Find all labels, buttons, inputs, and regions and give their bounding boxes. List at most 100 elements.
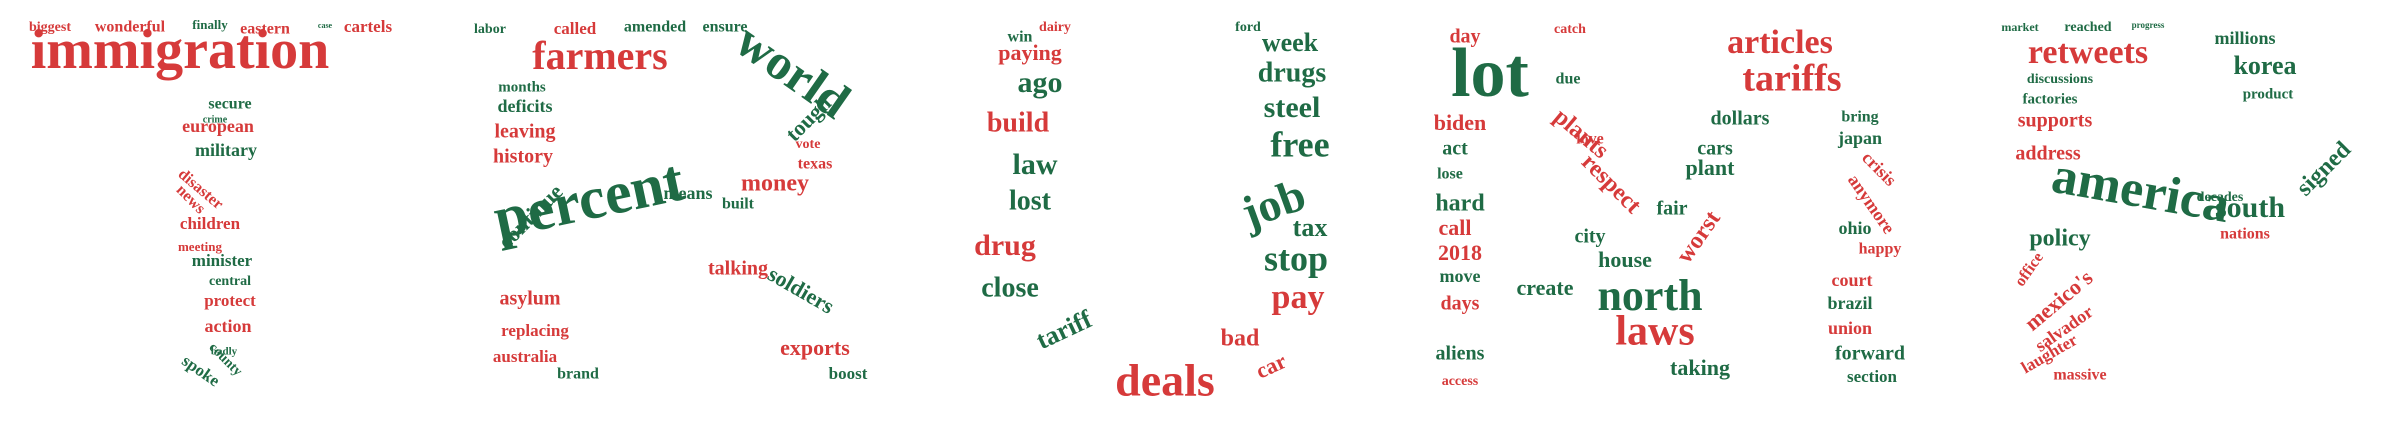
cloud-word: bad <box>1221 326 1260 352</box>
cloud-word: aliens <box>1436 343 1485 365</box>
cloud-word: japan <box>1837 128 1882 148</box>
cloud-word: biden <box>1434 110 1487 135</box>
cloud-word: access <box>1442 374 1479 389</box>
cloud-word: court <box>1832 270 1873 290</box>
cloud-word: ensure <box>702 19 747 36</box>
cloud-word: city <box>1574 226 1605 248</box>
cloud-word: house <box>1598 247 1652 272</box>
cloud-word: fair <box>1656 198 1687 220</box>
cloud-word: deals <box>1115 355 1215 406</box>
cloud-word: ago <box>1018 66 1063 99</box>
cloud-word: day <box>1449 26 1480 48</box>
cloud-word: nations <box>2220 226 2270 243</box>
cloud-word: drugs <box>1258 57 1327 88</box>
cloud-word: discussions <box>2027 72 2094 87</box>
cloud-word: week <box>1262 28 1319 57</box>
cloud-word: farmers <box>532 33 667 78</box>
cloud-word: talking <box>708 258 768 280</box>
cloud-word: boost <box>829 364 868 383</box>
cloud-word: create <box>1517 275 1574 300</box>
cloud-word: brand <box>557 366 599 383</box>
cloud-word: tax <box>1293 213 1328 242</box>
cloud-word: product <box>2243 86 2294 102</box>
cloud-word: build <box>987 107 1050 138</box>
cloud-word: laws <box>1615 309 1694 355</box>
cloud-word: ohio <box>1838 218 1871 238</box>
cloud-word: central <box>209 274 251 289</box>
cloud-word: world <box>726 12 861 130</box>
cloud-word: built <box>722 196 755 213</box>
cloud-word: happy <box>1859 241 1902 258</box>
cloud-word: office <box>2012 249 2047 289</box>
cloud-word: months <box>498 79 546 95</box>
cloud-word: plant <box>1686 155 1736 180</box>
cloud-word: lose <box>1437 166 1463 183</box>
cloud-word: signed <box>2292 136 2357 201</box>
cloud-word: money <box>741 171 809 197</box>
cloud-word: articles <box>1727 24 1833 61</box>
cloud-word: supports <box>2018 110 2093 132</box>
cloud-word: called <box>554 19 597 38</box>
cloud-word: replacing <box>501 321 569 340</box>
cloud-word: steel <box>1264 91 1321 124</box>
cloud-word: win <box>1008 29 1033 46</box>
cloud-word: amended <box>624 19 686 36</box>
cloud-word: meeting <box>178 239 223 254</box>
cloud-word: decades <box>2197 190 2244 205</box>
cloud-word: factories <box>2023 91 2078 107</box>
cloud-word: european <box>182 116 254 136</box>
cloud-word: biggest <box>29 20 71 35</box>
cloud-word: minister <box>192 251 253 270</box>
cloud-word: means <box>664 183 713 203</box>
cloud-word: respect <box>1576 149 1646 219</box>
cloud-word: ford <box>1235 20 1261 35</box>
cloud-word: retweets <box>2028 34 2148 71</box>
cloud-word: case <box>318 21 333 30</box>
cloud-word: south <box>2215 191 2285 224</box>
cloud-word: law <box>1013 148 1058 181</box>
cloud-word: close <box>981 272 1039 303</box>
cloud-word: labor <box>474 22 506 37</box>
cloud-word: policy <box>2029 226 2090 252</box>
cloud-word: soldiers <box>764 261 839 319</box>
cloud-word: badly <box>211 346 238 358</box>
cloud-word: exports <box>780 335 850 360</box>
cloud-word: dairy <box>1039 20 1071 35</box>
cloud-word: pay <box>1272 279 1325 316</box>
cloud-word: stop <box>1264 238 1328 278</box>
cloud-word: market <box>2001 20 2038 34</box>
cloud-word: massive <box>2053 367 2106 384</box>
cloud-word: catch <box>1554 22 1586 37</box>
cloud-word: 2018 <box>1438 240 1482 265</box>
cloud-word: call <box>1439 215 1472 240</box>
cloud-word: tariff <box>1032 304 1097 355</box>
cloud-word: texas <box>798 156 833 173</box>
cloud-word: drug <box>974 229 1036 262</box>
cloud-word: days <box>1441 293 1480 315</box>
cloud-word: deficits <box>498 96 553 116</box>
cloud-word: eastern <box>240 21 290 38</box>
cloud-word: lot <box>1451 35 1529 112</box>
cloud-word: finally <box>192 17 228 32</box>
cloud-word: immigration <box>31 19 330 81</box>
cloud-word: children <box>180 214 241 233</box>
cloud-word: cartels <box>344 17 393 36</box>
cloud-word: north <box>1597 271 1702 320</box>
cloud-word: protect <box>204 291 256 310</box>
cloud-word: hard <box>1435 191 1485 217</box>
cloud-word: move <box>1440 266 1481 286</box>
cloud-word: union <box>1828 318 1872 338</box>
cloud-word: wonderful <box>95 19 166 36</box>
cloud-word: taking <box>1670 355 1730 380</box>
cloud-word: progress <box>2132 20 2165 30</box>
cloud-word: paying <box>998 40 1062 65</box>
cloud-word: address <box>2015 143 2080 165</box>
cloud-word: love <box>1576 131 1604 148</box>
cloud-word: millions <box>2214 28 2275 48</box>
cloud-word: brazil <box>1828 293 1873 313</box>
cloud-word: history <box>493 146 553 168</box>
cloud-word: forward <box>1835 343 1905 365</box>
cloud-word: vote <box>796 137 821 152</box>
cloud-word: korea <box>2233 51 2296 80</box>
